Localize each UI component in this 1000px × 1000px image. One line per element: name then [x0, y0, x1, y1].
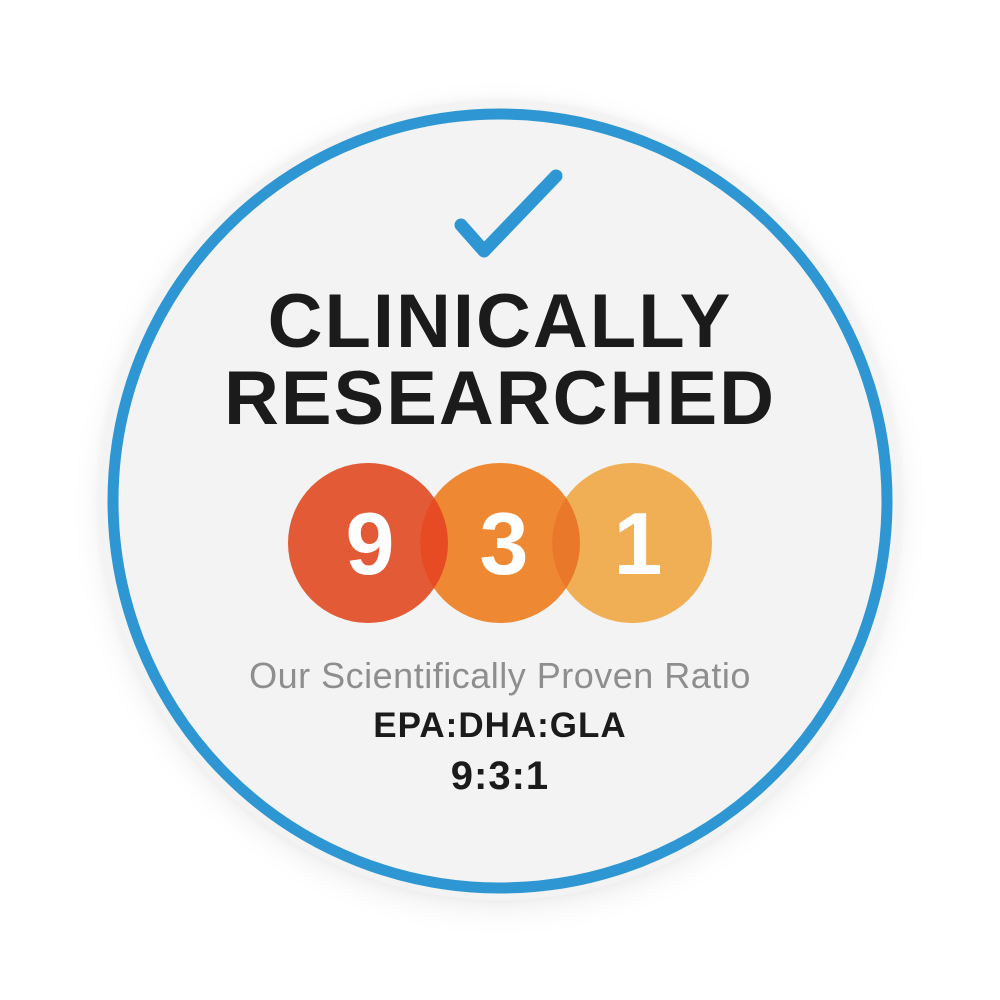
ratio-circle-epa: [288, 463, 448, 623]
ratio-value: 9:3:1: [451, 754, 549, 798]
title-line-2: RESEARCHED: [224, 356, 776, 441]
badge-ring: [107, 108, 893, 894]
ratio-number-3: 3: [480, 494, 529, 593]
ratio-number-1: 1: [614, 494, 663, 593]
ratio-label: EPA:DHA:GLA: [373, 706, 626, 745]
ratio-circle-gla: [552, 463, 712, 623]
subtitle: Our Scientifically Proven Ratio: [249, 655, 751, 696]
ratio-number-9: 9: [346, 494, 395, 593]
ratio-circle-dha: [420, 463, 580, 623]
title-line-1: CLINICALLY: [268, 279, 733, 364]
check-icon: [454, 169, 563, 258]
